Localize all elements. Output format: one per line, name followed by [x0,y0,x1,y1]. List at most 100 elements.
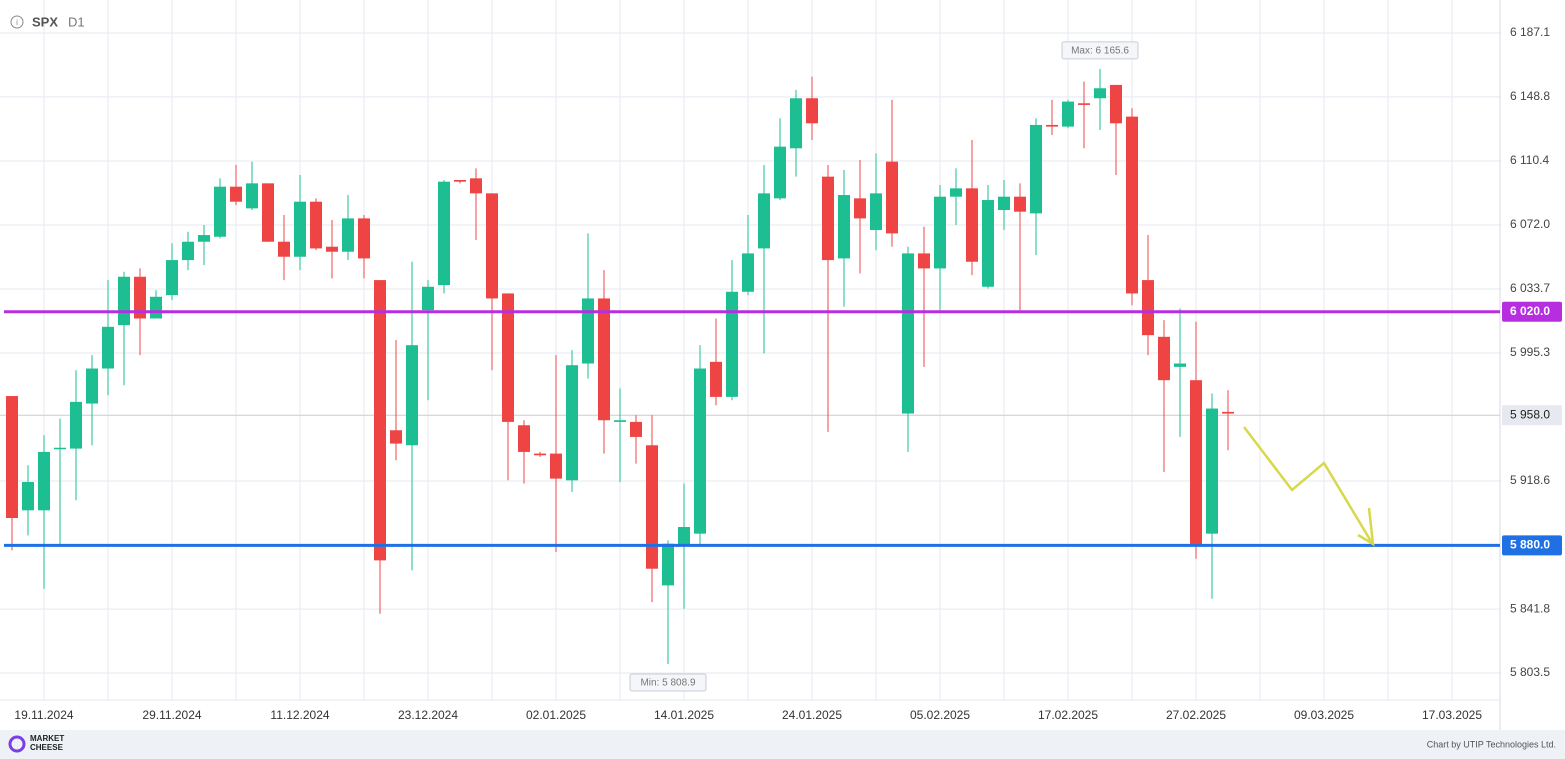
forecast-arrow-head [1357,507,1375,547]
candle-body [646,445,658,569]
level-box [1502,301,1562,322]
candle-body [486,193,498,299]
candle-body [198,235,210,242]
candle-body [934,196,946,269]
candle-body [614,420,626,422]
candle-body [550,453,562,479]
y-tick-label: 5 918.6 [1510,473,1550,487]
x-tick-label: 29.11.2024 [142,708,201,722]
candle-body [134,276,146,319]
candle-body [1158,336,1170,381]
timeframe: D1 [68,14,85,29]
candle-body [1078,103,1090,105]
info-icon-glyph: i [16,18,18,27]
max-box [1061,41,1139,60]
y-tick-label: 6 187.1 [1510,25,1550,39]
footer [0,730,1565,759]
candle-body [918,253,930,269]
candle-body [1206,408,1218,534]
min-box [629,673,707,692]
candle-body [822,176,834,261]
y-tick-label: 5 841.8 [1510,601,1550,615]
candle-body [454,180,466,182]
candle-body [406,345,418,446]
candle-body [502,293,514,422]
x-tick-label: 17.03.2025 [1422,708,1482,722]
candle-body [358,218,370,259]
candle-body [214,186,226,237]
candle-body [230,186,242,202]
candle-body [726,291,738,397]
candle-body [422,286,434,311]
candle-body [534,453,546,456]
candle-body [950,188,962,197]
candle-body [902,253,914,414]
forecast-arrow [1243,426,1374,544]
candle-body [342,218,354,252]
candle-body [86,368,98,404]
candle-body [742,253,754,292]
candle-body [806,98,818,124]
candle-body [886,161,898,234]
last-price-label: 5 958.0 [1510,407,1550,421]
candle-body [246,183,258,209]
candle-body [1126,116,1138,294]
candle-body [310,201,322,249]
candle-body [758,193,770,249]
x-tick-label: 27.02.2025 [1166,708,1226,722]
y-tick-label: 5 995.3 [1510,345,1550,359]
candle-body [374,280,386,561]
candle-body [166,260,178,296]
x-tick-label: 17.02.2025 [1038,708,1098,722]
candle-body [998,196,1010,211]
candle-body [582,298,594,364]
candle-body [566,365,578,481]
candle-body [662,543,674,586]
min-label: Min: 5 808.9 [640,678,695,689]
plot [0,68,1500,664]
info-icon[interactable] [10,15,24,29]
credit: Chart by UTIP Technologies Ltd. [1427,739,1556,749]
candle-body [854,198,866,219]
candle-body [982,200,994,287]
candle-body [790,98,802,149]
candle-body [54,447,66,450]
logo-icon [8,735,26,753]
level-label: 5 880.0 [1510,538,1550,552]
x-tick-label: 11.12.2024 [270,708,329,722]
candle-body [678,527,690,546]
x-tick-label: 14.01.2025 [654,708,714,722]
candle-body [1094,88,1106,99]
candle-body [838,195,850,259]
candle-body [966,188,978,262]
x-tick-label: 24.01.2025 [782,708,842,722]
candle-body [870,193,882,231]
y-tick-label: 6 072.0 [1510,217,1550,231]
candle-body [1174,363,1186,367]
x-tick-label: 23.12.2024 [398,708,458,722]
candle-body [326,246,338,252]
candle-body [1014,196,1026,212]
y-tick-label: 6 110.4 [1510,153,1549,167]
candle-body [1046,124,1058,127]
candle-body [630,421,642,437]
x-tick-label: 05.02.2025 [910,708,970,722]
y-tick-label: 6 148.8 [1510,89,1550,103]
x-tick-label: 19.11.2024 [14,708,73,722]
last-price-box [1502,405,1562,426]
candle-body [294,201,306,257]
candle-body [710,361,722,397]
candle-body [1222,411,1234,414]
candle-body [182,241,194,261]
candle-body [150,296,162,319]
candle-body [118,276,130,326]
candle-body [1030,124,1042,214]
y-tick-label: 6 033.7 [1510,281,1550,295]
symbol: SPX [32,14,58,29]
candle-body [438,181,450,286]
candle-body [278,241,290,257]
grid [0,0,1500,700]
candle-body [22,481,34,511]
